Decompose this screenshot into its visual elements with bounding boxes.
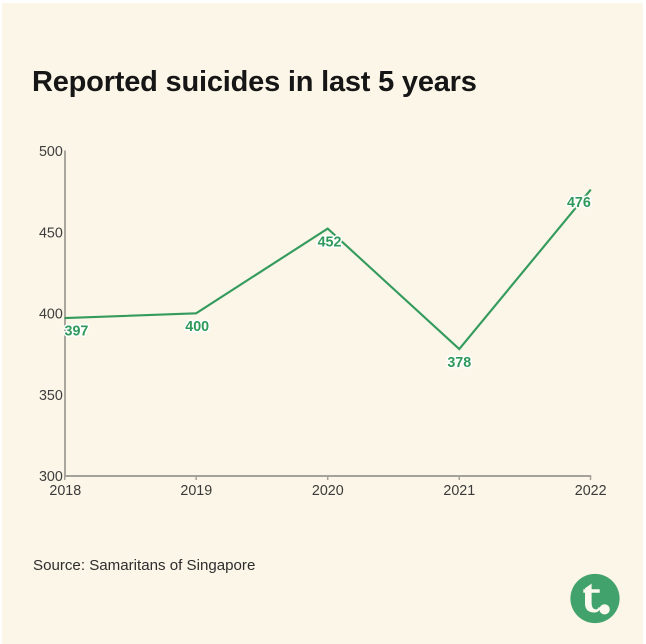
svg-text:2020: 2020 <box>312 483 344 499</box>
svg-text:397: 397 <box>65 323 89 339</box>
svg-text:300: 300 <box>39 469 63 485</box>
svg-text:378: 378 <box>447 355 471 371</box>
svg-text:476: 476 <box>567 195 591 211</box>
svg-text:450: 450 <box>39 225 63 241</box>
svg-text:2019: 2019 <box>180 483 212 499</box>
svg-text:452: 452 <box>318 234 342 250</box>
svg-text:2022: 2022 <box>575 483 607 499</box>
svg-text:400: 400 <box>185 319 209 335</box>
svg-text:500: 500 <box>39 144 63 160</box>
svg-text:400: 400 <box>39 307 63 323</box>
svg-text:2021: 2021 <box>443 483 475 499</box>
svg-text:2018: 2018 <box>49 483 81 499</box>
svg-text:350: 350 <box>39 388 63 404</box>
